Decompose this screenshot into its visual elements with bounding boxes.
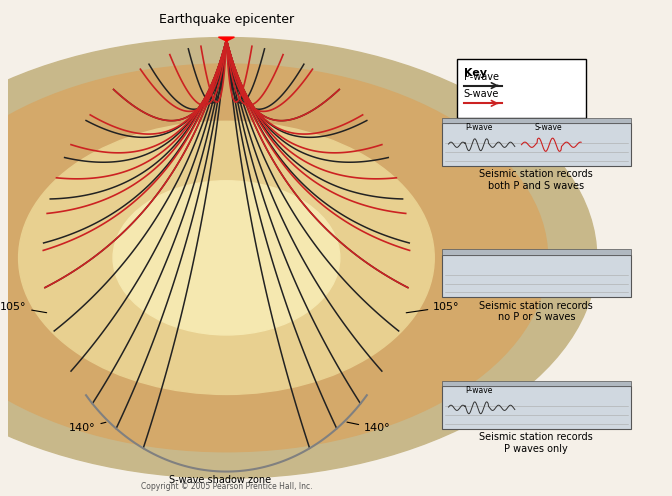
Ellipse shape (19, 122, 434, 394)
Text: S-wave shadow zone: S-wave shadow zone (169, 475, 271, 486)
Text: Seismic station records
P waves only: Seismic station records P waves only (480, 432, 593, 454)
Bar (442, 118, 631, 123)
Ellipse shape (113, 181, 340, 335)
Text: Earthquake epicenter: Earthquake epicenter (159, 13, 294, 26)
Text: S-wave: S-wave (464, 89, 499, 99)
Text: P-wave: P-wave (465, 386, 493, 395)
Ellipse shape (0, 38, 597, 478)
Bar (442, 381, 631, 386)
FancyBboxPatch shape (442, 254, 631, 297)
Text: Key: Key (464, 68, 487, 78)
Text: P-wave: P-wave (464, 71, 499, 82)
Text: P-wave: P-wave (465, 123, 493, 131)
Text: Copyright © 2005 Pearson Prentice Hall, Inc.: Copyright © 2005 Pearson Prentice Hall, … (140, 482, 312, 492)
Bar (442, 249, 631, 254)
Polygon shape (218, 37, 235, 41)
Text: S-wave: S-wave (535, 123, 562, 131)
FancyBboxPatch shape (457, 59, 586, 118)
Ellipse shape (0, 64, 548, 452)
Text: Seismic station records
no P or S waves: Seismic station records no P or S waves (480, 301, 593, 322)
Text: 140°: 140° (69, 422, 106, 434)
Text: Seismic station records
both P and S waves: Seismic station records both P and S wav… (480, 169, 593, 190)
FancyBboxPatch shape (442, 386, 631, 429)
Ellipse shape (38, 38, 415, 478)
Text: 105°: 105° (406, 302, 460, 313)
FancyBboxPatch shape (442, 123, 631, 166)
Text: 140°: 140° (347, 422, 390, 434)
Text: 105°: 105° (0, 302, 46, 312)
